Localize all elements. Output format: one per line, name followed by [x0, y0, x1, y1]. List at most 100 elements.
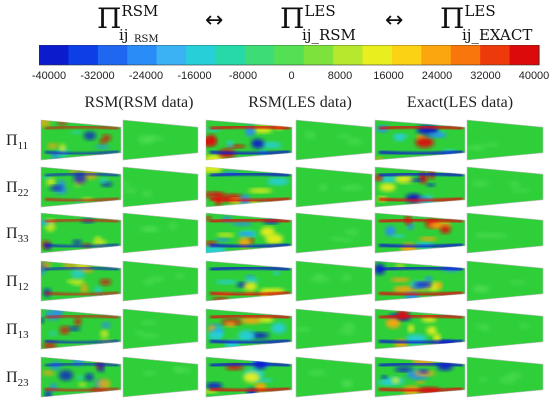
contour-streak [209, 217, 291, 224]
contour-blob [338, 327, 356, 335]
contour-panel [374, 260, 466, 302]
panel-background [466, 212, 544, 254]
contour-streak [209, 361, 291, 368]
contour-blob [426, 326, 437, 336]
contour-panel [205, 166, 293, 208]
contour-blob [42, 370, 55, 376]
contour-blob [142, 370, 157, 376]
contour-streak [378, 242, 464, 249]
contour-panel [466, 260, 544, 302]
colorbar [39, 45, 540, 66]
contour-blob [206, 137, 217, 147]
contour-blob [80, 283, 88, 294]
colorbar-tick-label: 16000 [373, 70, 404, 82]
colorbar-tick-label: -8000 [228, 70, 258, 82]
contour-blob [415, 137, 434, 148]
contour-panel [122, 119, 199, 161]
contour-streak [209, 338, 291, 345]
contour-panel [295, 212, 373, 254]
contour-panel [295, 166, 373, 208]
contour-blob [215, 279, 238, 285]
row-label-subscript: 13 [17, 329, 29, 342]
contour-panel [466, 119, 544, 161]
row-label: Π11 [6, 132, 28, 152]
contour-blob [58, 370, 74, 381]
row-label-base: Π [6, 179, 18, 196]
contour-panel [466, 166, 544, 208]
contour-blob [344, 184, 364, 191]
contour-panel [122, 308, 199, 350]
colorbar-swatch [421, 45, 452, 65]
contour-blob [508, 180, 521, 188]
colorbar-swatch [509, 45, 540, 65]
contour-streak [378, 265, 464, 272]
colorbar-tick-label: 40000 [518, 70, 550, 82]
contour-streak [44, 290, 120, 297]
contour-blob [83, 131, 96, 140]
contour-blob [419, 369, 429, 374]
contour-blob [260, 226, 275, 237]
contour-blob [41, 176, 51, 180]
contour-blob [315, 272, 324, 280]
contour-blob [385, 226, 396, 237]
contour-blob [70, 278, 85, 286]
contour-blob [173, 366, 192, 374]
contour-blob [99, 139, 107, 144]
contour-blob [318, 183, 328, 191]
contour-panel [40, 356, 122, 398]
contour-streak [378, 290, 464, 297]
contour-blob [511, 188, 530, 193]
contour-blob [390, 277, 410, 282]
contour-blob [100, 329, 109, 339]
contour-streak [378, 313, 464, 320]
contour-blob [48, 331, 57, 336]
contour-blob [68, 326, 81, 332]
contour-blob [260, 142, 282, 149]
contour-blob [427, 133, 447, 138]
colorbar-swatch [215, 45, 246, 65]
contour-blob [92, 239, 107, 247]
panel-background [122, 356, 199, 398]
contour-streak [44, 218, 120, 224]
contour-blob [59, 326, 70, 335]
contour-blob [266, 177, 289, 186]
contour-blob [47, 143, 59, 149]
contour-streak [44, 266, 120, 272]
panel-background [466, 166, 544, 208]
panel-background [295, 119, 373, 161]
contour-streak [209, 124, 291, 131]
colorbar-tick-label: 8000 [327, 70, 353, 82]
contour-blob [378, 176, 399, 183]
colorbar-tick-label: 24000 [421, 70, 453, 82]
column-header-rsm-rsm: RSM(RSM data) [84, 94, 194, 111]
row-label-base: Π [6, 132, 18, 149]
contour-streak [44, 338, 120, 345]
colorbar-swatch [450, 45, 481, 65]
contour-streak [44, 172, 120, 178]
contour-panel [40, 308, 122, 350]
contour-blob [467, 145, 480, 151]
contour-blob [139, 225, 157, 233]
contour-streak [44, 314, 120, 320]
contour-panel [374, 308, 466, 350]
contour-blob [471, 180, 490, 187]
contour-blob [101, 322, 111, 329]
contour-blob [377, 379, 396, 385]
contour-blob [94, 286, 102, 295]
contour-blob [474, 232, 488, 239]
contour-blob [206, 154, 225, 160]
row-label: Π13 [6, 321, 29, 341]
colorbar-swatch [333, 45, 364, 65]
contour-blob [214, 238, 231, 242]
contour-panel [205, 356, 293, 398]
pi-symbol: Π [280, 2, 305, 35]
contour-blob [407, 324, 415, 333]
contour-blob [66, 279, 74, 284]
contour-blob [308, 369, 326, 376]
contour-blob [74, 317, 82, 326]
contour-blob [271, 322, 287, 334]
contour-blob [509, 280, 526, 285]
contour-streak [378, 217, 464, 224]
contour-blob [391, 234, 406, 238]
contour-panel [374, 356, 466, 398]
